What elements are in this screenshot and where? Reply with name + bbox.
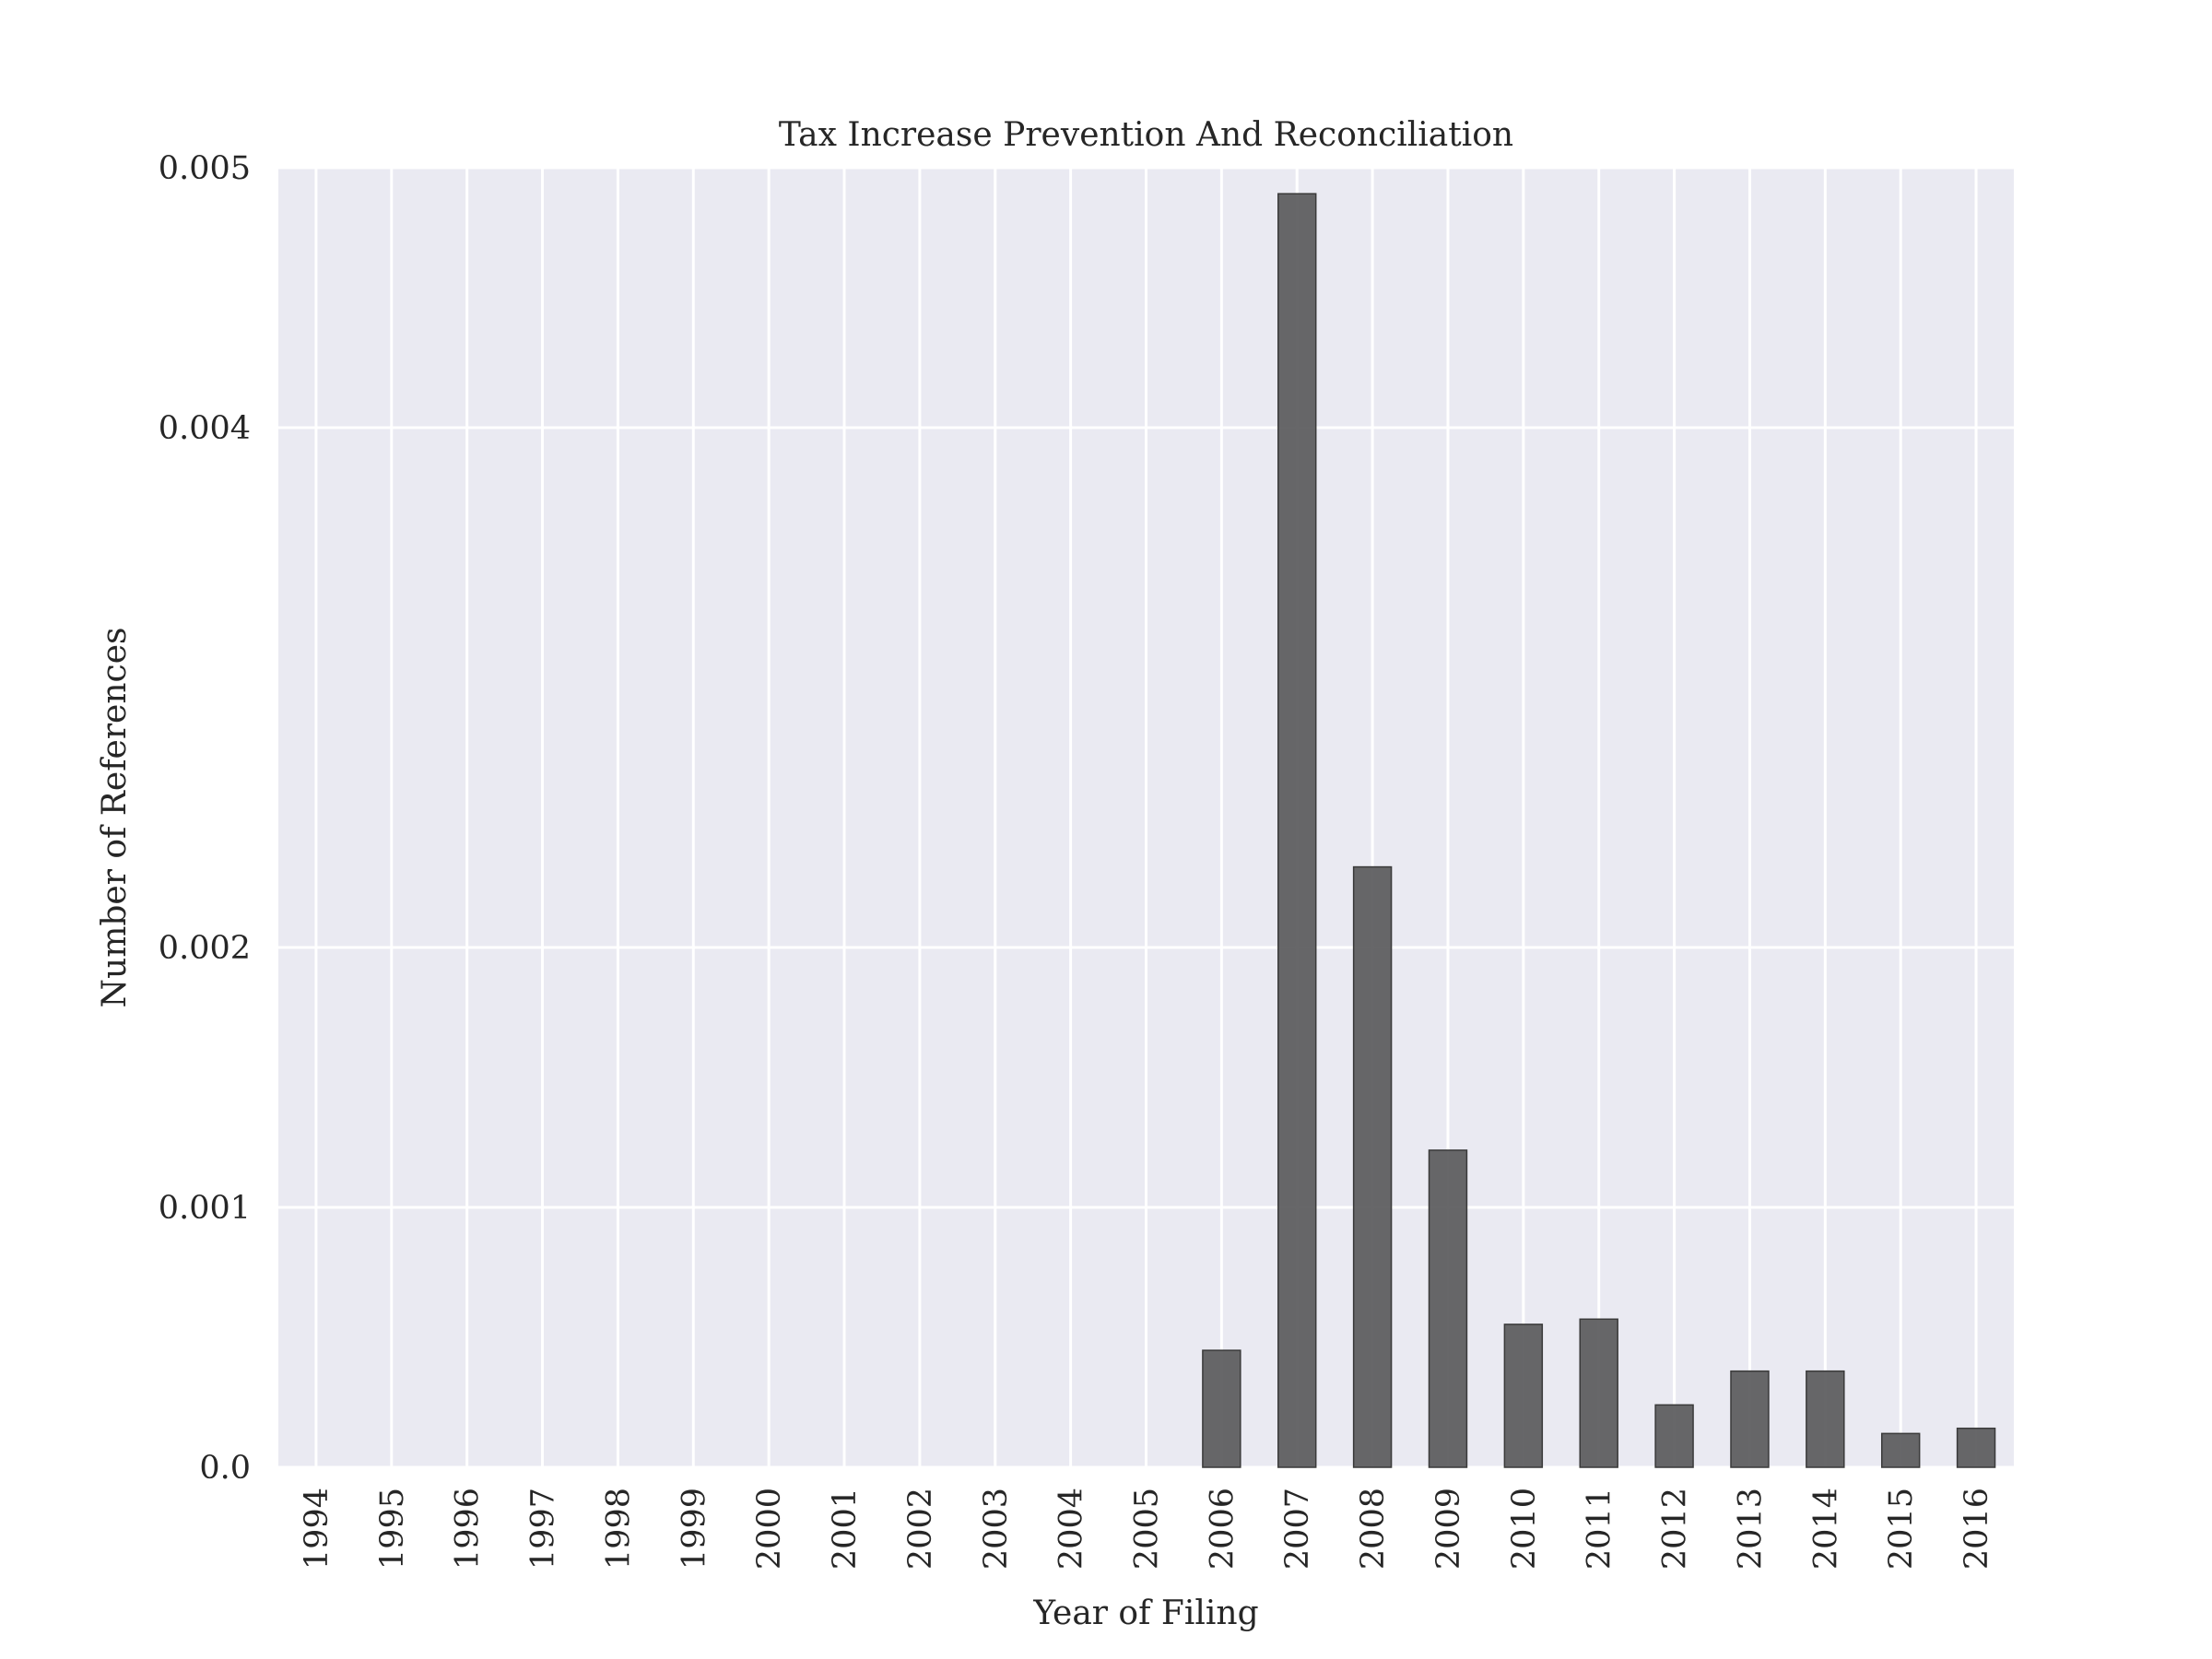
x-tick-label: 1996 [450, 1488, 487, 1570]
bar-2008 [1352, 865, 1393, 1468]
y-tick-label: 0.004 [159, 410, 251, 447]
x-tick-label: 1994 [299, 1488, 335, 1570]
x-tick-label: 2001 [827, 1488, 864, 1570]
x-tick-label: 2011 [1582, 1488, 1618, 1570]
bars [1202, 193, 1996, 1468]
bar-2014 [1806, 1370, 1845, 1468]
x-tick-label: 2006 [1204, 1488, 1241, 1570]
bar-2011 [1579, 1318, 1618, 1468]
x-tick-label: 2012 [1657, 1488, 1694, 1570]
bar-2009 [1428, 1149, 1468, 1468]
x-tick-labels: 1994 1995 1996 1997 1998 1999 2000 2001 2002 2003… [299, 1488, 1995, 1570]
x-tick-label: 2015 [1883, 1488, 1920, 1570]
x-tick-label: 2003 [978, 1488, 1015, 1570]
y-tick-label: 0.005 [159, 150, 251, 187]
x-tick-label: 2016 [1959, 1488, 1995, 1570]
y-tick-label: 0.001 [159, 1190, 251, 1227]
x-tick-label: 2007 [1279, 1488, 1316, 1570]
bar-2007 [1277, 193, 1317, 1468]
bar-2012 [1654, 1404, 1694, 1468]
x-tick-label: 2000 [751, 1488, 788, 1570]
chart-title: Tax Increase Prevention And Reconciliati… [779, 116, 1513, 154]
x-tick-label: 2014 [1807, 1488, 1844, 1570]
bar-2015 [1880, 1432, 1921, 1468]
bar-2013 [1730, 1370, 1770, 1468]
x-tick-label: 2008 [1355, 1488, 1392, 1570]
bar-2016 [1956, 1427, 1996, 1468]
bar-2006 [1202, 1349, 1241, 1468]
x-tick-label: 1998 [600, 1488, 637, 1570]
x-tick-label: 1997 [525, 1488, 562, 1570]
x-tick-label: 2004 [1053, 1488, 1090, 1570]
x-tick-label: 2005 [1129, 1488, 1166, 1570]
y-axis-label: Number of References [96, 628, 134, 1008]
y-tick-labels: 0.0 0.001 0.002 0.004 0.005 [159, 150, 251, 1487]
x-tick-label: 2013 [1732, 1488, 1769, 1570]
x-tick-label: 2010 [1506, 1488, 1543, 1570]
x-tick-label: 1999 [676, 1488, 712, 1570]
bar-2010 [1503, 1324, 1544, 1468]
y-tick-label: 0.002 [159, 930, 251, 967]
x-axis-label: Year of Filing [1032, 1594, 1258, 1632]
x-tick-label: 2002 [902, 1488, 939, 1570]
y-tick-label: 0.0 [199, 1450, 251, 1487]
x-tick-label: 1995 [374, 1488, 411, 1570]
x-tick-label: 2009 [1430, 1488, 1467, 1570]
